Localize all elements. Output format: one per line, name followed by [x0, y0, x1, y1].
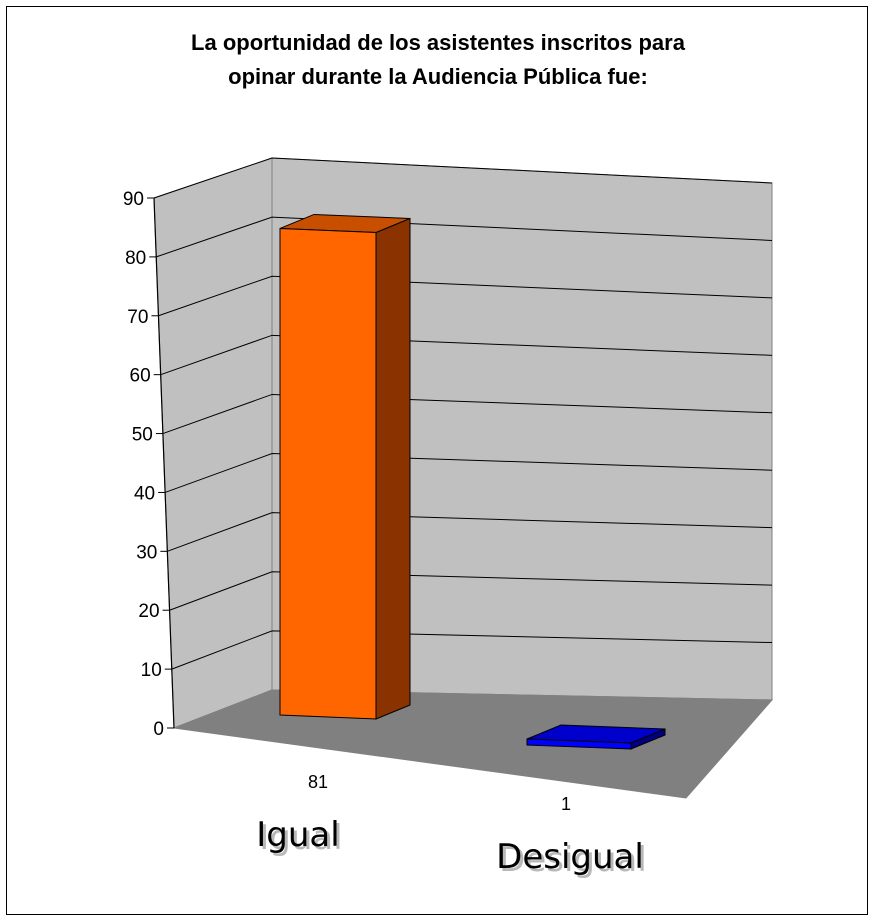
y-tick-label: 60 — [130, 366, 151, 387]
gridline — [171, 630, 773, 670]
y-tick-label: 80 — [125, 248, 146, 269]
gridline — [158, 275, 773, 317]
floor — [172, 689, 774, 799]
chart-gridlines — [153, 157, 773, 670]
gridline — [160, 334, 773, 376]
y-tick-label: 70 — [127, 307, 148, 328]
data-label: 81 — [308, 772, 328, 792]
gridline — [169, 571, 773, 611]
category-label: Desigual — [496, 837, 644, 877]
category-label-shadow: Igual — [259, 818, 342, 858]
gridline — [162, 393, 773, 435]
chart-walls — [153, 157, 774, 799]
bar-side-face — [375, 217, 411, 720]
y-axis: 0 10 20 30 40 50 60 70 80 90 — [123, 189, 175, 740]
gridline — [153, 157, 773, 199]
bar-front-face — [526, 738, 632, 750]
chart-title-line-2: opinar durante la Audiencia Pública fue: — [228, 64, 648, 89]
y-tick-label: 20 — [138, 601, 159, 622]
gridline — [167, 512, 773, 552]
gridline — [164, 453, 773, 493]
gridline — [156, 216, 773, 258]
chart-title: La oportunidad de los asistentes inscrit… — [0, 26, 876, 94]
y-tick-label: 50 — [132, 425, 153, 446]
side-wall — [153, 157, 273, 729]
data-label: 1 — [561, 794, 571, 814]
y-tick-label: 10 — [141, 660, 162, 681]
y-tick-label: 90 — [123, 189, 144, 210]
y-axis-line — [153, 197, 175, 729]
bar-igual — [279, 213, 411, 720]
category-label-shadow: Desigual — [499, 840, 647, 880]
y-tick-label: 30 — [136, 542, 157, 563]
category-label: Igual — [256, 815, 339, 855]
y-tick-label: 40 — [134, 483, 155, 504]
chart-bars — [279, 213, 666, 750]
y-tick-label: 0 — [153, 719, 164, 740]
chart-title-line-1: La oportunidad de los asistentes inscrit… — [191, 30, 685, 55]
bar-front-face — [279, 227, 377, 720]
bar-desigual — [526, 724, 666, 750]
